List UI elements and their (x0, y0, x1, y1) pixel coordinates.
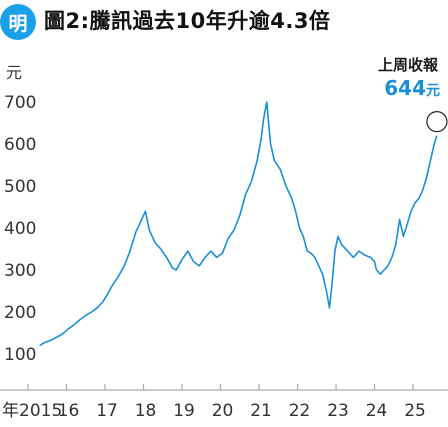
y-tick-label: 300 (4, 261, 36, 281)
price-series-line (39, 101, 438, 347)
y-tick-label: 200 (4, 303, 36, 323)
x-tick-label: 19 (173, 401, 195, 421)
x-tick-label: 21 (250, 401, 272, 421)
x-tick-label: 16 (58, 401, 80, 421)
latest-price: 644元 (384, 76, 440, 100)
x-tick-label: 17 (96, 401, 118, 421)
x-tick-label: 23 (327, 401, 349, 421)
x-tick-label: 18 (135, 401, 157, 421)
y-tick-label: 600 (4, 135, 36, 155)
brand-logo-icon: 明 (0, 4, 36, 40)
x-tick-label: 24 (366, 401, 388, 421)
series-layer (39, 101, 448, 347)
y-axis-label: 元 (6, 63, 22, 82)
y-tick-label: 700 (4, 93, 36, 113)
x-tick-label: 年2015 (2, 401, 62, 421)
x-tick-label: 22 (289, 401, 311, 421)
latest-point-marker (426, 110, 448, 133)
latest-price-unit: 元 (426, 83, 440, 99)
y-tick-label: 100 (4, 345, 36, 365)
x-tick-label: 20 (212, 401, 234, 421)
latest-price-value: 644 (384, 76, 426, 100)
page-title: 圖2:騰訊過去10年升逾4.3倍 (44, 9, 331, 33)
latest-price-label: 上周收報 (377, 56, 438, 74)
x-tick-label: 25 (404, 401, 426, 421)
y-tick-label: 400 (4, 219, 36, 239)
y-axis: 元 100 200 300 400 500 600 700 (4, 63, 36, 365)
y-tick-label: 500 (4, 177, 36, 197)
